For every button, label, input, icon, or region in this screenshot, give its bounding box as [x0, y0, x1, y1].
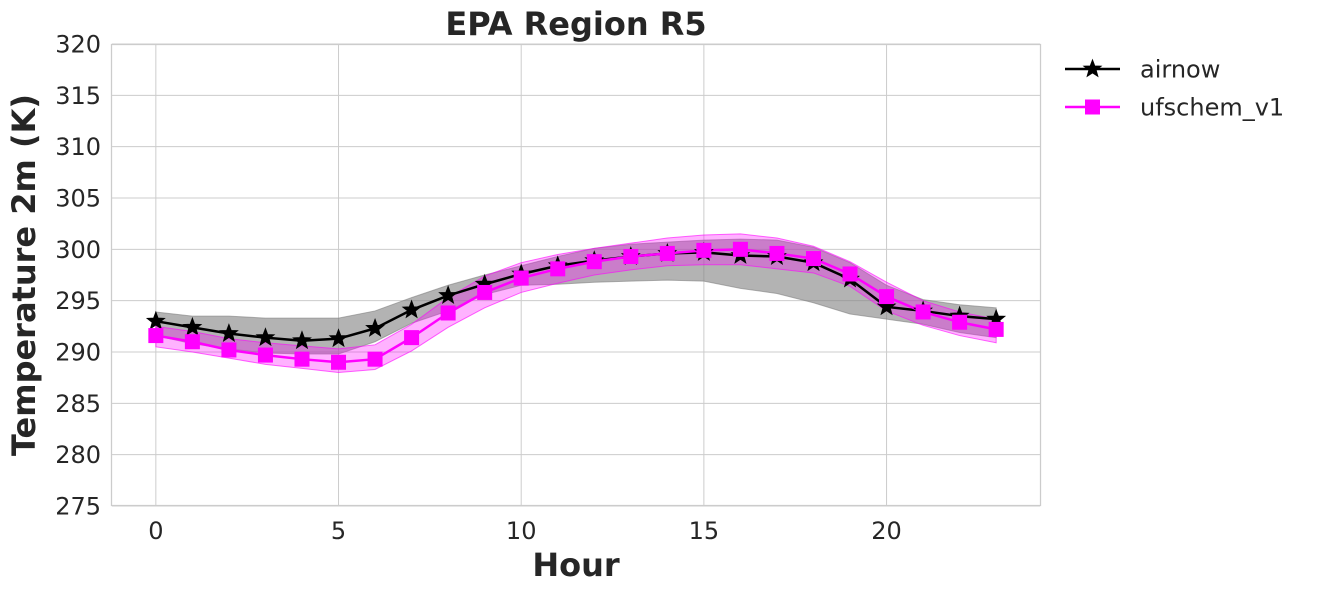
airnow-point	[182, 316, 203, 336]
ufschem-v1-point	[769, 245, 785, 261]
y-tick-label: 290	[55, 339, 101, 367]
y-tick-label: 310	[55, 133, 101, 161]
ufschem-v1-point	[550, 261, 566, 277]
y-tick-label: 285	[55, 390, 101, 418]
ufschem-v1-point	[184, 334, 200, 350]
y-tick-label: 280	[55, 441, 101, 469]
chart-title: EPA Region R5	[445, 5, 706, 43]
airnow-point	[218, 323, 239, 342]
ufschem-v1-point	[257, 347, 273, 363]
airnow-legend-marker	[1082, 58, 1103, 78]
ufschem-v1-point	[842, 266, 858, 282]
x-axis-label: Hour	[532, 546, 620, 584]
ufschem-v1-point	[148, 328, 164, 344]
ufschem-v1-point	[732, 241, 748, 257]
x-tick-label: 20	[871, 517, 902, 545]
ufschem-v1-point	[294, 351, 310, 367]
series-markers	[145, 241, 1007, 370]
ufschem-v1-point	[988, 321, 1004, 337]
y-tick-label: 320	[55, 31, 101, 59]
y-tick-label: 315	[55, 82, 101, 110]
ufschem-v1-point	[586, 254, 602, 270]
y-tick-label: 295	[55, 287, 101, 315]
airnow-point	[365, 317, 385, 337]
plot-frame	[110, 43, 1042, 507]
y-tick-label: 305	[55, 185, 101, 213]
ufschem-v1-point	[331, 354, 347, 370]
x-axis-ticks: 0 5 10 15 20	[148, 517, 902, 545]
x-tick-label: 10	[506, 517, 537, 545]
legend: airnow ufschem_v1	[1065, 56, 1284, 122]
y-tick-label: 275	[55, 493, 101, 521]
airnow-point	[438, 285, 459, 304]
ufschem-v1-point	[952, 314, 968, 330]
airnow-point	[255, 327, 276, 347]
ufschem-v1-point	[915, 304, 931, 320]
ufschem-v1-point	[440, 305, 456, 321]
x-tick-label: 15	[689, 517, 720, 545]
ufschem-v1-point	[623, 249, 639, 265]
y-axis-ticks: 275 280 285 290 295 300 305 310 315 320	[55, 31, 101, 521]
ufschem-v1-point	[367, 351, 383, 367]
ufschem-v1-point	[659, 245, 675, 261]
x-tick-label: 5	[331, 517, 346, 545]
airnow-legend-label: airnow	[1140, 56, 1220, 84]
airnow-point	[145, 310, 166, 330]
ufschem-v1-point	[805, 251, 821, 267]
airnow-point	[292, 330, 312, 350]
ufschem-v1-legend-label: ufschem_v1	[1140, 94, 1284, 122]
ufschem-v1-point	[221, 342, 237, 358]
ufschem-v1-legend-marker	[1085, 99, 1100, 115]
airnow-point	[401, 299, 422, 319]
x-tick-label: 0	[148, 517, 163, 545]
y-tick-label: 300	[55, 236, 101, 264]
ufschem-v1-point	[404, 330, 420, 346]
airnow-point	[328, 328, 349, 348]
ufschem-v1-point	[879, 289, 895, 305]
ufschem-v1-point	[696, 242, 712, 258]
ufschem-v1-point	[513, 270, 529, 286]
ufschem-v1-point	[477, 284, 493, 300]
y-axis-label: Temperature 2m (K)	[5, 94, 43, 456]
